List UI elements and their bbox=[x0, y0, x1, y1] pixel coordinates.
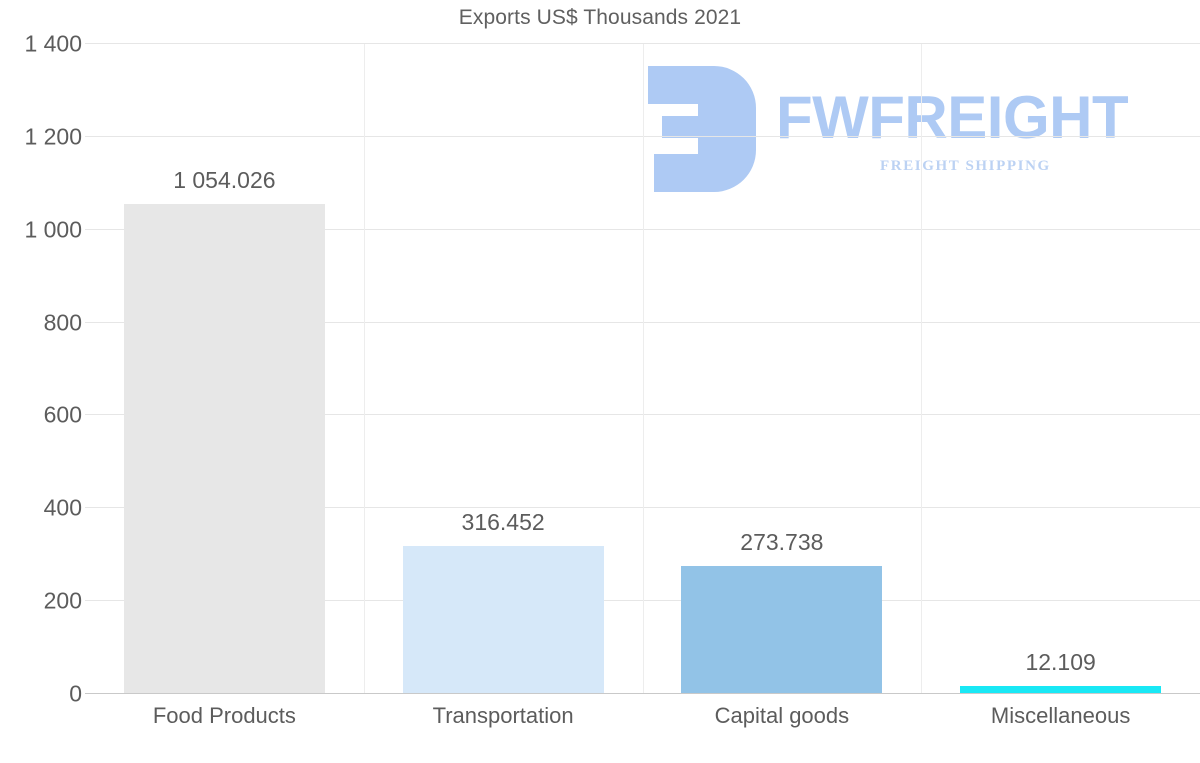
bar-value-label: 316.452 bbox=[461, 509, 545, 536]
gridline bbox=[643, 44, 644, 694]
gridline bbox=[921, 44, 922, 694]
x-tick-label: Transportation bbox=[432, 703, 574, 728]
x-tick-label: Capital goods bbox=[714, 703, 850, 728]
bar[interactable] bbox=[681, 565, 883, 693]
x-axis-line bbox=[85, 693, 1200, 694]
gridline bbox=[85, 135, 1200, 137]
y-tick-label: 200 bbox=[43, 587, 82, 614]
gridline bbox=[85, 321, 1200, 323]
gridline bbox=[85, 228, 1200, 230]
bar[interactable] bbox=[402, 546, 604, 693]
plot-area: 1 054.026 316.452 273.738 12.109 bbox=[85, 43, 1200, 694]
chart-title: Exports US$ Thousands 2021 bbox=[458, 6, 742, 29]
y-tick-label: 0 bbox=[69, 680, 82, 707]
y-tick-label: 1 000 bbox=[24, 216, 82, 243]
bar[interactable] bbox=[123, 203, 325, 693]
bar-value-label: 273.738 bbox=[740, 528, 824, 555]
gridline bbox=[85, 43, 1200, 44]
x-tick-label: Food Products bbox=[152, 703, 296, 728]
y-tick-label: 600 bbox=[43, 401, 82, 428]
y-tick-label: 800 bbox=[43, 309, 82, 336]
y-tick-label: 1 400 bbox=[24, 30, 82, 57]
y-tick-label: 400 bbox=[43, 494, 82, 521]
x-tick-label: Miscellaneous bbox=[990, 703, 1131, 728]
bar[interactable] bbox=[960, 686, 1162, 693]
bar-value-label: 1 054.026 bbox=[173, 166, 276, 193]
bar-value-label: 12.109 bbox=[1025, 649, 1096, 675]
gridline bbox=[85, 507, 1200, 509]
gridline bbox=[364, 44, 365, 694]
gridline bbox=[85, 414, 1200, 416]
gridline bbox=[85, 600, 1200, 602]
y-tick-label: 1 200 bbox=[24, 123, 82, 150]
